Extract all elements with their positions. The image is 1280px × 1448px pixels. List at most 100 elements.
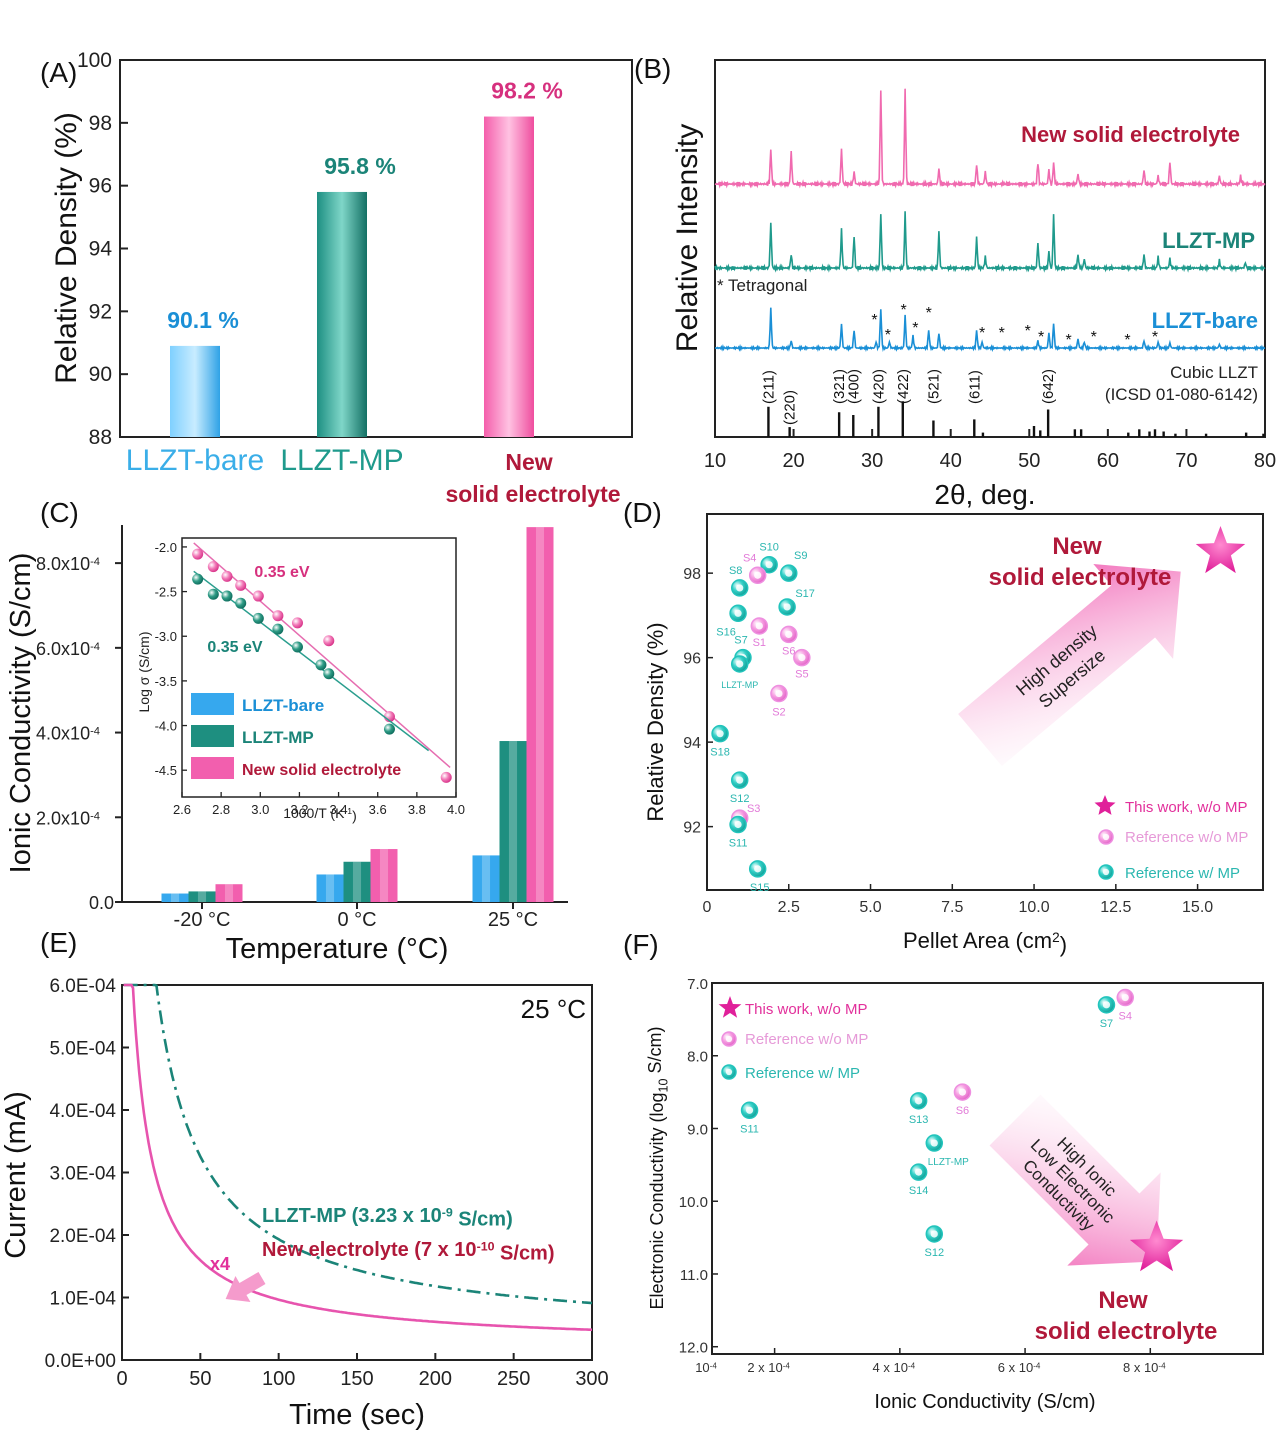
data-point-label: S4 [1119,1011,1132,1023]
data-point-label: S15 [750,882,770,894]
legend-label: Reference w/o MP [745,1031,868,1048]
data-point-llzt-mp [730,655,749,673]
data-point-label: LLZT-MP [928,1157,969,1168]
xrd-pattern-llzt-bare [714,307,1266,353]
data-point-label: S8 [729,565,742,577]
data-point-ring [925,1134,944,1152]
bar-value-label: 90.1 % [167,307,239,333]
data-point-ring [780,625,798,644]
legend-label: Reference w/ MP [1125,865,1240,882]
legend-label: LLZT-bare [242,696,324,715]
tetragonal-marker: * [1152,329,1158,346]
inset-data-point [315,659,327,671]
miller-index-label: (400) [845,369,862,404]
y-tick-label: 8.0 [687,1049,708,1066]
data-point-label: S9 [794,550,807,562]
tetragonal-marker: * [885,327,891,344]
plot-frame [121,984,593,1361]
data-point-ring [730,655,749,673]
legend-ref-icon [1098,829,1114,845]
bar-highlight [170,893,180,902]
data-point-label: S2 [772,707,785,719]
data-point-label: S12 [924,1247,944,1259]
y-tick-label: 9.0 [687,1121,708,1138]
legend-label: Reference w/o MP [1125,829,1248,846]
inset-y-tick-label: -3.0 [155,629,177,644]
bar-new-solid-electrolyte [526,527,554,902]
inset-x-tick-label: 3.2 [290,802,308,817]
data-point-ring [730,771,749,789]
data-point-highlight [775,689,783,698]
tetragonal-marker: * [900,302,906,319]
miller-index-label: (321) [831,369,848,404]
data-point-s1 [750,617,769,635]
inset-fit-line [193,570,430,752]
y-tick-label: 2.0E-04 [49,1226,116,1247]
bar-llzt-mp [317,191,367,437]
data-point-highlight [736,660,744,668]
panel-e: (E) 0 50 100 150 200 250 300 0.0E+00 1.0E-04 2.0E-… [0,927,609,1431]
y-tick-label: 10.0 [679,1194,708,1211]
data-point-highlight [1102,833,1110,841]
y-tick-label: 88 [89,426,112,449]
x-tick-label: 6 x 10-4 [998,1360,1041,1375]
data-point-highlight [1121,993,1129,1002]
plot-frame [706,513,1264,891]
legend-label: This work, w/o MP [1125,799,1248,816]
data-point-ring [1098,829,1114,845]
miller-index-label: (422) [895,369,912,404]
inset-x-tick-label: 3.8 [408,802,426,817]
legend-swatch [191,757,234,779]
inset-data-point [192,573,204,585]
panel-label: (C) [40,497,79,528]
inset-x-tick-label: 3.4 [330,802,348,817]
star-label: solid electrolyte [989,564,1172,591]
tetragonal-marker: * [871,312,877,329]
x-tick-label: 15.0 [1182,899,1213,916]
x-tick-label: 40 [940,450,962,472]
star-label: New [1052,533,1102,560]
data-point-ring [760,555,778,574]
data-point-highlight [754,865,762,873]
legend-ref-icon [721,1031,737,1047]
data-point-label: S7 [1100,1018,1113,1030]
data-point-s16 [729,604,747,623]
data-point-ring [793,648,811,667]
inset-data-point [207,588,219,600]
data-point-ring [778,598,796,616]
y-tick-label: 0.0 [89,893,114,913]
current-decay-llzt-mp [123,983,593,1305]
data-point-label: S6 [956,1105,969,1117]
miller-index-label: (521) [925,369,942,404]
factor-arrow [225,1271,266,1302]
x-tick-label: 2.5 [778,899,800,916]
data-point-s9 [780,564,798,582]
x-tick-label: 150 [340,1368,373,1390]
x-tick-label: 100 [262,1368,295,1390]
legend-label: New solid electrolyte [242,762,401,779]
data-point-s8 [730,579,749,597]
data-point-highlight [716,730,724,738]
xrd-pattern-llzt-mp [714,211,1266,273]
reference-name: Cubic LLZT [1170,363,1258,382]
inset-data-point [235,579,247,591]
arrow-shape [989,1094,1161,1266]
x-tick-label: 7.5 [941,899,963,916]
x-tick-label: 5.0 [859,899,881,916]
data-point-highlight [930,1230,938,1238]
miller-index-label: (642) [1040,369,1057,404]
data-point-s13 [909,1092,928,1110]
x-tick-label: 10.0 [1018,899,1049,916]
y-axis-title: Relative Density (%) [643,622,668,821]
inset-fit-line [193,542,451,769]
inset-data-point [221,590,233,602]
legend-swatch [191,693,234,715]
current-decay-new-electrolyte [123,983,593,1332]
data-point-label: S18 [710,747,730,759]
inset-data-point [192,548,204,560]
y-axis-title: Relative Intensity [671,124,704,352]
bar-llzt-bare [170,345,220,437]
x-tick-label: 20 [782,450,804,472]
x-tick-label: 2 x 10-4 [747,1360,790,1375]
